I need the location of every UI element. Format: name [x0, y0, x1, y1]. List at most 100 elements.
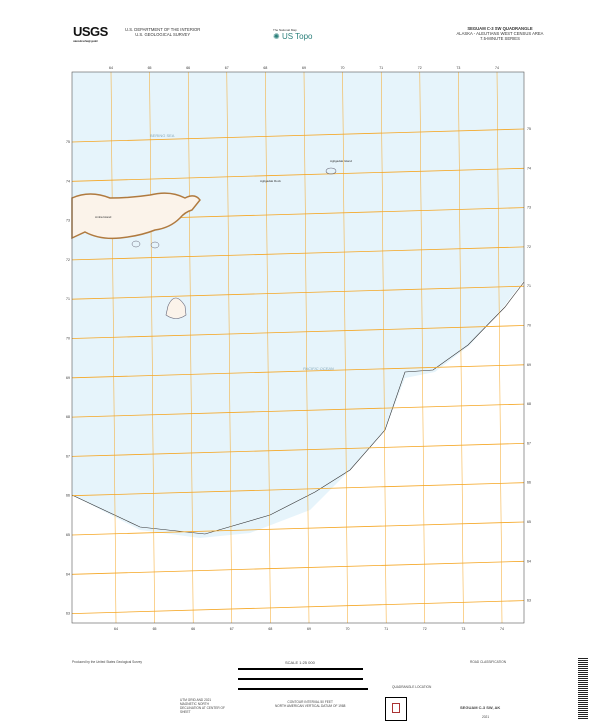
survey-name: U.S. GEOLOGICAL SURVEY	[135, 32, 191, 37]
scale-bar	[238, 678, 363, 680]
grid-easting-line	[380, 71, 387, 624]
easting-tick-label: 67	[225, 66, 229, 70]
quad-location-label: QUADRANGLE LOCATION	[392, 685, 432, 689]
barcode	[578, 658, 588, 720]
islet	[131, 240, 141, 248]
northing-tick-label: 64	[527, 559, 531, 563]
neatline	[71, 71, 525, 624]
northing-tick-label: 69	[527, 363, 531, 367]
us-topo-logo: The National Map ✺ US Topo	[273, 28, 313, 41]
northing-tick-label: 74	[66, 179, 70, 183]
easting-tick-label: 64	[114, 627, 118, 631]
grid-northing-line	[71, 325, 525, 339]
northing-tick-label: 74	[527, 166, 531, 170]
easting-tick-label: 66	[186, 66, 190, 70]
northing-tick-label: 67	[527, 441, 531, 445]
northing-tick-label: 75	[527, 127, 531, 131]
easting-tick-label: 74	[500, 627, 504, 631]
northing-tick-label: 64	[66, 572, 70, 576]
feature-label: Agligadak Island	[330, 159, 352, 163]
grid-easting-line	[149, 71, 155, 624]
easting-tick-label: 66	[191, 627, 195, 631]
northing-tick-label: 66	[527, 481, 531, 485]
water-label: PACIFIC OCEAN	[303, 366, 334, 371]
road-legend-title: ROAD CLASSIFICATION	[470, 660, 507, 664]
northing-tick-label: 69	[66, 376, 70, 380]
grid-easting-line	[496, 71, 503, 624]
easting-tick-label: 64	[109, 66, 113, 70]
easting-tick-label: 70	[346, 627, 350, 631]
easting-tick-label: 65	[148, 66, 152, 70]
scale-bar	[238, 668, 363, 670]
easting-tick-label: 73	[461, 627, 465, 631]
rock-islet	[325, 167, 337, 175]
feature-label: Agligadak Rock	[260, 179, 281, 183]
grid-northing-line	[71, 482, 525, 497]
declination-note: UTM GRID AND 2021 MAGNETIC NORTH DECLINA…	[180, 698, 225, 714]
northing-tick-label: 68	[527, 402, 531, 406]
northing-tick-label: 72	[527, 245, 531, 249]
northing-tick-label: 63	[66, 612, 70, 616]
grid-northing-line	[71, 167, 525, 182]
grid-northing-line	[71, 364, 525, 379]
utm-grid: 64 64 65 65 66 66 67 67 68 68 69 69 70 70 71 71 72 72 73 73…	[66, 66, 531, 631]
boundary-line	[71, 281, 525, 535]
feature-label: Amlia Island	[95, 215, 112, 219]
northing-tick-label: 73	[66, 219, 70, 223]
grid-easting-line	[265, 71, 271, 624]
northing-tick-label: 75	[66, 140, 70, 144]
easting-tick-label: 68	[268, 627, 272, 631]
department-name: U.S. DEPARTMENT OF THE INTERIOR	[125, 27, 201, 32]
adjoining-quads-diagram	[385, 697, 407, 721]
northing-tick-label: 70	[66, 337, 70, 341]
islet	[150, 241, 160, 249]
water-label: BERING SEA	[150, 133, 175, 138]
northing-tick-label: 65	[527, 520, 531, 524]
agency-header: U.S. DEPARTMENT OF THE INTERIOR U.S. GEO…	[125, 27, 200, 37]
series: 7.5-MINUTE SERIES	[480, 36, 520, 41]
grid-northing-line	[71, 600, 525, 614]
grid-northing-line	[71, 403, 525, 418]
producer-note: Produced by the United States Geological…	[72, 660, 142, 664]
northing-tick-label: 70	[527, 324, 531, 328]
easting-tick-label: 69	[307, 627, 311, 631]
grid-easting-line	[110, 71, 117, 624]
usgs-logo: USGS science for a changing world	[73, 24, 108, 43]
quad-area: ALASKA - ALEUTIANS WEST CENSUS AREA	[456, 31, 544, 36]
grid-northing-line	[71, 443, 525, 457]
easting-tick-label: 74	[495, 66, 499, 70]
northing-tick-label: 65	[66, 533, 70, 537]
grid-easting-line	[303, 71, 310, 624]
scale-label: SCALE 1:25 000	[285, 660, 315, 665]
grid-easting-line	[419, 71, 426, 624]
scale-bar	[238, 688, 368, 690]
northing-tick-label: 66	[66, 494, 70, 498]
easting-tick-label: 72	[423, 627, 427, 631]
water-body	[72, 72, 524, 538]
quad-header: SEGUAM C-3 SW QUADRANGLE ALASKA - ALEUTI…	[450, 26, 550, 41]
easting-tick-label: 69	[302, 66, 306, 70]
easting-tick-label: 70	[341, 66, 345, 70]
easting-tick-label: 72	[418, 66, 422, 70]
northing-tick-label: 68	[66, 415, 70, 419]
grid-northing-line	[71, 246, 525, 261]
grid-northing-line	[71, 128, 525, 143]
grid-easting-line	[342, 71, 348, 624]
island-amlia	[71, 192, 201, 240]
grid-easting-line	[458, 71, 464, 624]
easting-tick-label: 68	[263, 66, 267, 70]
northing-tick-label: 71	[527, 284, 531, 288]
northing-tick-label: 67	[66, 454, 70, 458]
datum-notes: CONTOUR INTERVAL 50 FEET NORTH AMERICAN V…	[275, 700, 346, 708]
northing-tick-label: 63	[527, 599, 531, 603]
quad-title: SEGUAM C-3 SW QUADRANGLE	[467, 26, 533, 31]
grid-northing-line	[71, 285, 525, 300]
footer-title: SEGUAM C-3 SW, AK	[460, 705, 501, 710]
easting-tick-label: 71	[379, 66, 383, 70]
island-south	[165, 297, 187, 319]
edition-year: 2021	[482, 715, 490, 719]
northing-tick-label: 71	[66, 297, 70, 301]
northing-tick-label: 72	[66, 258, 70, 262]
easting-tick-label: 65	[153, 627, 157, 631]
